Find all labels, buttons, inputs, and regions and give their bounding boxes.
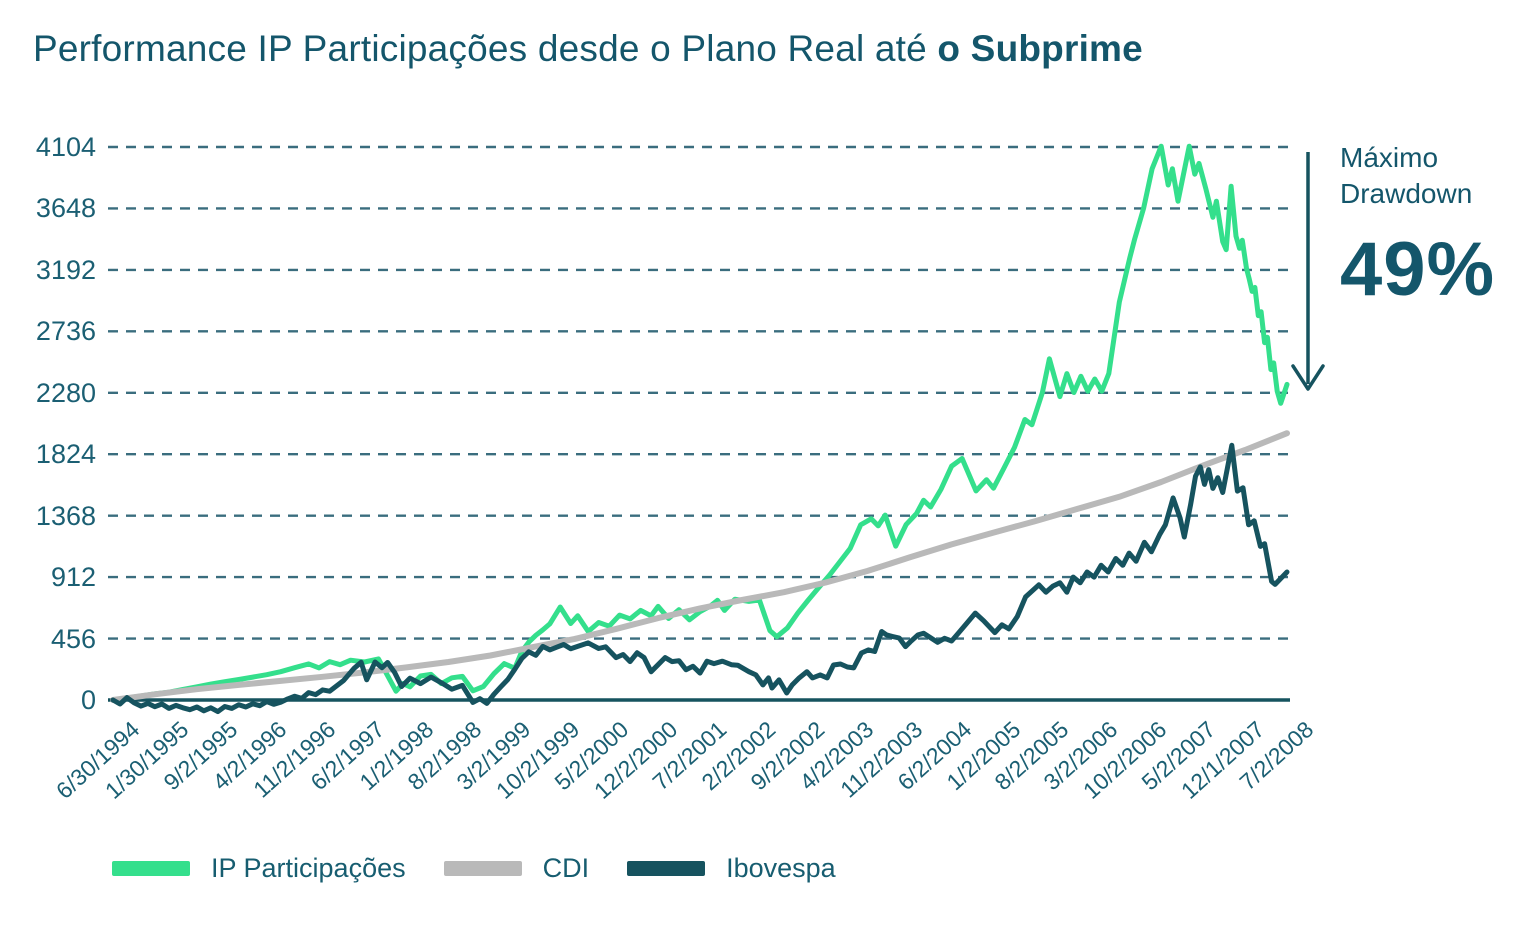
legend-swatch-ibovespa: [627, 861, 706, 876]
y-axis-tick-label: 912: [50, 562, 96, 593]
y-axis-tick-label: 2280: [35, 377, 96, 408]
legend: IP Participações CDI Ibovespa: [112, 853, 836, 884]
page-title: Performance IP Participações desde o Pla…: [33, 28, 1143, 70]
legend-item: CDI: [443, 853, 590, 884]
y-axis-tick-label: 4104: [35, 132, 96, 162]
y-axis-tick-label: 456: [50, 623, 96, 654]
legend-item: IP Participações: [112, 853, 406, 884]
legend-label: IP Participações: [211, 853, 406, 883]
legend-item: Ibovespa: [627, 853, 836, 884]
legend-swatch-ip-participa-es: [112, 861, 190, 876]
drawdown-label: Máximo Drawdown: [1340, 140, 1530, 212]
page-title-normal: Performance IP Participações desde o Pla…: [33, 28, 938, 69]
drawdown-value: 49%: [1340, 227, 1496, 312]
y-axis-tick-label: 3192: [35, 254, 96, 285]
series-line-ibovespa: [110, 442, 1290, 715]
y-axis-tick-label: 1368: [35, 500, 96, 531]
drawdown-annotation: Máximo Drawdown 49%: [1340, 140, 1530, 313]
legend-label: Ibovespa: [726, 853, 836, 883]
y-axis-tick-label: 3648: [35, 193, 96, 224]
series-line-cdi: [110, 430, 1290, 703]
drawdown-label-line1: Máximo: [1340, 142, 1439, 173]
drawdown-label-line2: Drawdown: [1340, 178, 1473, 209]
page-title-bold: o Subprime: [937, 28, 1143, 69]
y-axis-tick-label: 0: [80, 685, 96, 715]
series-line-ip-participa-es: [110, 143, 1290, 703]
y-axis-tick-label: 1824: [35, 439, 96, 470]
y-axis-tick-label: 2736: [35, 316, 96, 347]
legend-label: CDI: [542, 853, 590, 883]
drawdown-arrow-head: [1291, 364, 1325, 391]
legend-swatch-cdi: [443, 861, 522, 876]
